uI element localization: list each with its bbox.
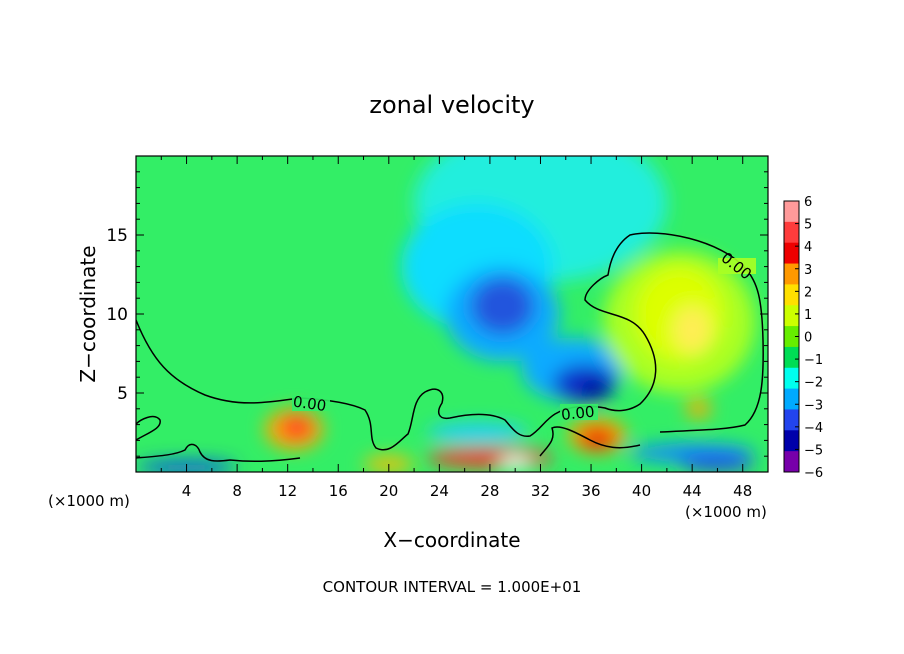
velocity-feature-16 — [426, 423, 528, 442]
colorbar-label: 5 — [804, 218, 812, 233]
colorbar-swatch — [784, 409, 799, 431]
colorbar-swatch — [784, 430, 799, 452]
y-axis-label: Z−coordinate — [76, 245, 100, 382]
colorbar-swatch — [784, 284, 799, 306]
colorbar: 6 5 4 3 2 1 0 −1 −2 −3 −4 −5 −6 — [783, 195, 823, 481]
colorbar-label: 3 — [804, 263, 812, 278]
colorbar-swatch — [784, 367, 799, 390]
colorbar-label: 6 — [804, 195, 812, 210]
colorbar-swatch — [784, 388, 799, 410]
zero-contour-mid — [539, 426, 641, 457]
contour-label-2: 0.00 — [560, 403, 595, 424]
x-tick-label: 12 — [278, 482, 297, 500]
colorbar-swatch — [784, 201, 799, 223]
velocity-feature-20 — [685, 399, 712, 419]
colorbar-label: −2 — [804, 376, 823, 391]
x-tick-label: 24 — [430, 482, 449, 500]
velocity-field — [136, 156, 756, 472]
colorbar-swatch — [784, 451, 799, 473]
x-tick-label: 32 — [531, 482, 550, 500]
colorbar-swatch — [784, 263, 799, 285]
x-tick-label: 16 — [329, 482, 348, 500]
y-tick-label: 5 — [117, 384, 128, 404]
y-tick-label: 15 — [106, 226, 128, 246]
colorbar-swatch — [784, 305, 799, 327]
chart-title: zonal velocity — [369, 91, 534, 119]
colorbar-label: 1 — [804, 308, 812, 323]
colorbar-label: 4 — [804, 240, 812, 255]
zero-contours — [136, 232, 764, 463]
zero-contour-labels: 0.00 0.00 0.00 — [292, 249, 756, 424]
zero-contour-lower — [136, 232, 764, 451]
x-tick-label: 44 — [683, 482, 702, 500]
velocity-feature-18 — [679, 457, 756, 471]
colorbar-label: −3 — [804, 398, 823, 413]
zero-contour-left — [136, 415, 161, 441]
velocity-feature-15 — [500, 456, 531, 469]
velocity-feature-13 — [578, 427, 617, 450]
x-unit-left: (×1000 m) — [48, 492, 130, 510]
velocity-feature-6 — [579, 378, 610, 398]
velocity-feature-3 — [470, 277, 535, 335]
x-axis-ticks: 4 8 12 16 20 24 28 32 36 40 44 48 — [160, 156, 752, 500]
colorbar-label: 2 — [804, 285, 812, 300]
velocity-feature-11 — [280, 416, 313, 439]
x-tick-label: 4 — [182, 482, 192, 500]
x-tick-label: 28 — [480, 482, 499, 500]
colorbar-swatch — [784, 221, 799, 244]
y-axis-ticks: 5 10 15 — [106, 171, 768, 457]
x-tick-label: 48 — [733, 482, 752, 500]
x-tick-label: 8 — [232, 482, 242, 500]
x-tick-label: 36 — [581, 482, 600, 500]
colorbar-label: −6 — [804, 466, 823, 481]
zero-contour-base — [136, 443, 301, 463]
colorbar-label: −4 — [804, 421, 823, 436]
velocity-feature-17 — [628, 443, 756, 463]
colorbar-label: −5 — [804, 443, 823, 458]
colorbar-swatch — [784, 326, 799, 348]
x-tick-label: 20 — [379, 482, 398, 500]
colorbar-label: 0 — [804, 331, 812, 346]
colorbar-swatch — [784, 242, 799, 265]
colorbar-label: −1 — [804, 353, 823, 368]
contour-interval-note: CONTOUR INTERVAL = 1.000E+01 — [323, 578, 582, 596]
contour-label-1: 0.00 — [292, 393, 328, 415]
velocity-feature-9 — [673, 306, 712, 354]
plot-area: 0.00 0.00 0.00 — [136, 156, 768, 472]
x-tick-label: 40 — [632, 482, 651, 500]
x-axis-label: X−coordinate — [383, 528, 520, 552]
x-unit-right: (×1000 m) — [685, 503, 767, 521]
y-tick-label: 10 — [106, 305, 128, 325]
colorbar-swatch — [784, 346, 799, 369]
